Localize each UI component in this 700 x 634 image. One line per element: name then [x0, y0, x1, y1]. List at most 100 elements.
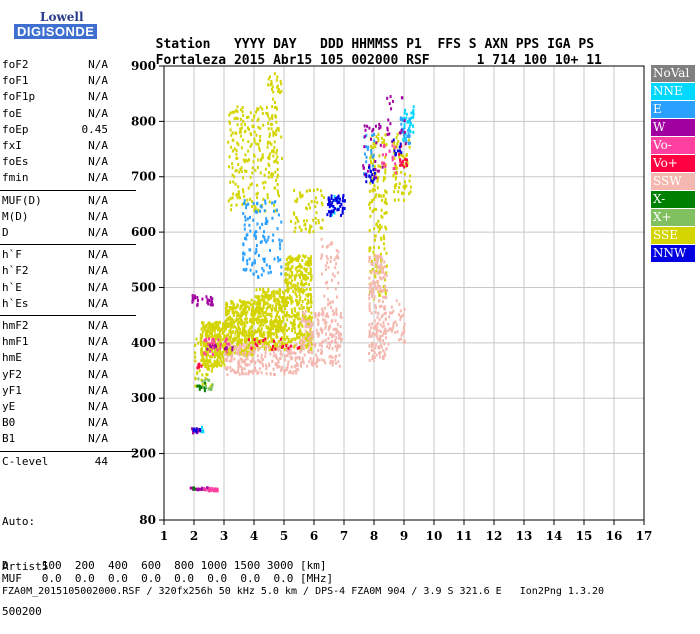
data-point [321, 309, 324, 313]
data-point [308, 360, 311, 364]
data-point [276, 155, 279, 159]
data-point [224, 366, 227, 370]
data-point [227, 348, 230, 352]
data-point [232, 339, 235, 343]
param-value: N/A [88, 139, 108, 152]
auto-version: 500200 [2, 605, 42, 618]
data-point [203, 381, 206, 385]
data-point [236, 117, 239, 121]
data-point [271, 332, 274, 336]
param-name: C-level [2, 454, 49, 468]
data-point [296, 217, 299, 221]
data-point [300, 303, 303, 307]
data-point [256, 305, 258, 309]
data-point [375, 353, 378, 357]
data-point [267, 326, 269, 330]
data-point [279, 303, 282, 307]
data-point [409, 141, 411, 145]
param-value: N/A [88, 367, 108, 381]
data-point [370, 341, 373, 345]
data-point [398, 152, 401, 156]
data-point [328, 355, 331, 359]
data-point [371, 133, 374, 137]
data-point [271, 348, 274, 352]
header-label-s: S [468, 37, 477, 52]
data-point [294, 344, 297, 347]
data-point [374, 195, 377, 199]
data-point [272, 130, 275, 134]
param-name: B1 [2, 432, 16, 446]
data-point [229, 197, 232, 201]
data-point [275, 107, 278, 111]
data-point [409, 185, 412, 189]
data-point [388, 149, 391, 153]
data-point [250, 310, 253, 314]
data-point [404, 157, 407, 161]
data-point [259, 171, 262, 175]
data-point [261, 203, 264, 207]
data-point [372, 343, 375, 347]
data-point [290, 282, 292, 286]
data-point [314, 216, 317, 220]
data-point [310, 316, 313, 320]
data-point [251, 338, 254, 341]
data-point [384, 133, 387, 137]
data-point [212, 323, 215, 327]
data-point [384, 284, 387, 288]
data-point [270, 324, 273, 328]
data-point [399, 163, 402, 167]
data-point [242, 119, 245, 123]
data-point [368, 302, 371, 306]
data-point [249, 197, 252, 201]
data-point [242, 251, 245, 255]
data-point [276, 343, 278, 346]
data-point [253, 115, 255, 119]
data-point [257, 275, 259, 279]
data-point [283, 292, 285, 295]
data-point [250, 313, 253, 317]
data-point [295, 367, 298, 371]
data-point [394, 153, 397, 157]
data-point [205, 350, 208, 354]
data-point [285, 324, 287, 328]
param-name: foEs [2, 155, 29, 169]
param-separator [0, 450, 136, 452]
param-value: N/A [88, 74, 108, 88]
data-point [240, 306, 243, 310]
data-point [405, 139, 408, 143]
data-point [193, 294, 196, 298]
data-point [285, 344, 288, 348]
data-point [209, 332, 211, 336]
data-point [404, 132, 407, 136]
data-point [383, 312, 386, 316]
data-point [263, 186, 266, 190]
data-point [261, 344, 264, 348]
data-point [214, 347, 217, 351]
data-point [381, 165, 384, 169]
data-point [296, 285, 299, 289]
data-point [245, 158, 247, 162]
data-point [277, 88, 280, 91]
data-point [226, 342, 229, 346]
data-point [241, 313, 243, 317]
data-point [231, 341, 233, 345]
data-point [287, 301, 289, 304]
data-point [320, 256, 323, 260]
data-point [263, 235, 266, 239]
data-point [259, 226, 261, 230]
data-point [262, 123, 265, 127]
data-point [246, 198, 249, 202]
data-point [374, 284, 377, 288]
data-point [210, 345, 213, 349]
data-point [217, 321, 220, 325]
param-name: fxI [2, 139, 22, 152]
data-point [227, 309, 230, 313]
data-point [383, 237, 386, 241]
data-point [370, 326, 373, 330]
data-point [229, 180, 232, 184]
data-point [309, 343, 312, 347]
data-point [334, 319, 337, 323]
data-point [298, 287, 301, 291]
data-point [272, 344, 274, 348]
data-point [273, 257, 276, 261]
